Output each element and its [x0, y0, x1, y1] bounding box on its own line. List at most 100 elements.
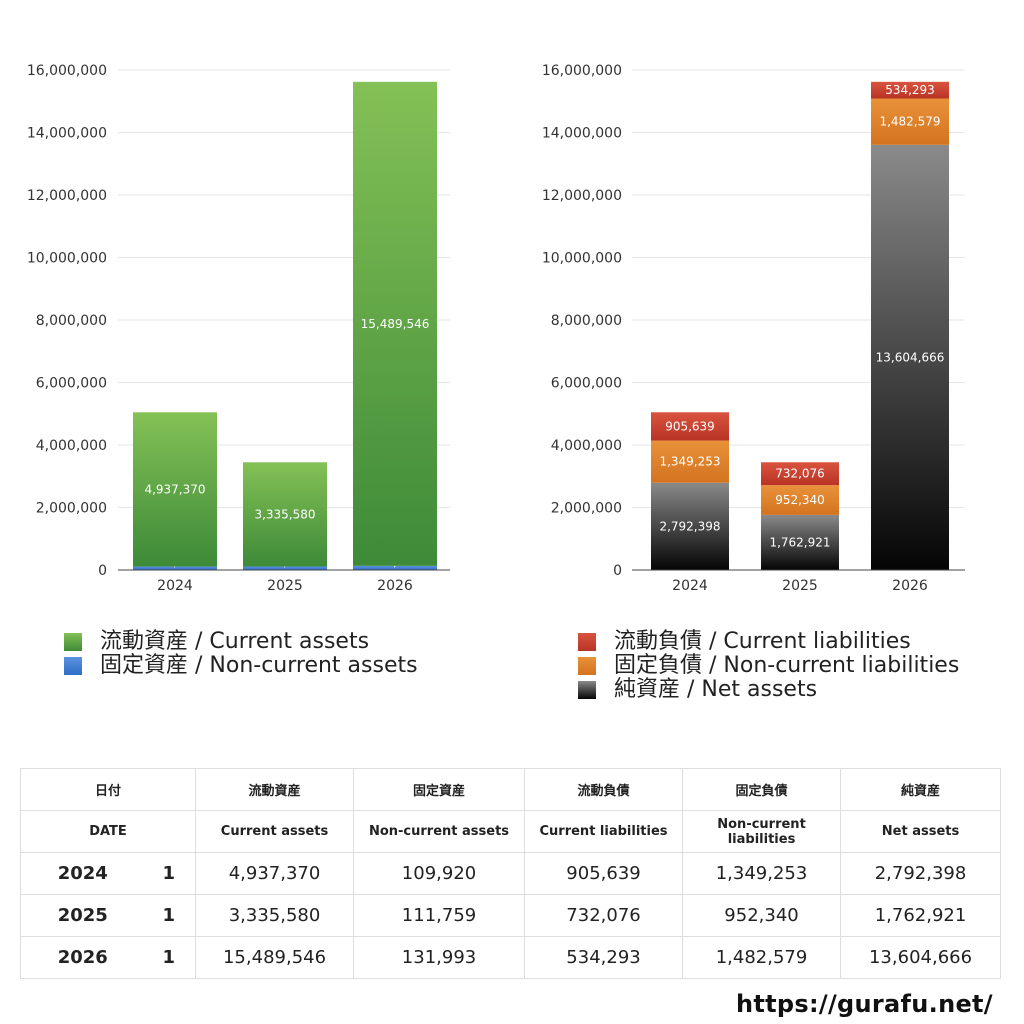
- x-tick-label: 2024: [672, 578, 708, 594]
- y-tick-label: 10,000,000: [542, 251, 622, 267]
- header-net-assets-en: Net assets: [840, 810, 1002, 853]
- cell-current-liabilities: 905,639: [524, 852, 684, 895]
- y-tick-label: 14,000,000: [27, 126, 107, 142]
- cell-noncurrent-liabilities: 1,482,579: [682, 936, 842, 979]
- table-row: 2025 1 3,335,580 111,759 732,076 952,340…: [20, 894, 1002, 937]
- y-tick-label: 6,000,000: [551, 376, 622, 392]
- header-noncurrent-liabilities-jp: 固定負債: [682, 768, 842, 811]
- header-current-assets-jp: 流動資産: [195, 768, 355, 811]
- cell-noncurrent-liabilities: 952,340: [682, 894, 842, 937]
- cell-noncurrent-liabilities: 1,349,253: [682, 852, 842, 895]
- header-current-liabilities-jp: 流動負債: [524, 768, 684, 811]
- bar-segment: [243, 462, 327, 567]
- bar-segment: [761, 485, 839, 515]
- legend-swatch: [578, 657, 596, 675]
- data-label: 1,349,253: [659, 455, 720, 469]
- data-label: 4,937,370: [144, 482, 205, 496]
- legend-item: 流動資産 / Current assets: [64, 630, 418, 654]
- x-tick-label: 2024: [157, 578, 193, 594]
- site-url[interactable]: https://gurafu.net/: [736, 990, 993, 1018]
- legend-item: 純資産 / Net assets: [578, 678, 959, 702]
- header-net-assets-jp: 純資産: [840, 768, 1002, 811]
- header-date-en: DATE: [19, 810, 197, 853]
- y-tick-label: 8,000,000: [36, 313, 107, 329]
- legend-item: 固定負債 / Non-current liabilities: [578, 654, 959, 678]
- bar-segment: [133, 412, 217, 567]
- bar-segment: [353, 81, 437, 566]
- header-date-jp: 日付: [19, 768, 197, 811]
- legend-swatch: [578, 633, 596, 651]
- bar-segment: [871, 144, 949, 570]
- header-noncurrent-liabilities-en: Non-current liabilities: [682, 810, 842, 853]
- y-tick-label: 16,000,000: [542, 63, 622, 79]
- y-tick-label: 12,000,000: [27, 188, 107, 204]
- charts-area: 0 2,000,000 4,000,000 6,000,000 8,000,000 10,…: [27, 63, 965, 594]
- row-count: 1: [144, 936, 197, 979]
- data-label: 534,293: [885, 83, 935, 97]
- legend-item: 固定資産 / Non-current assets: [64, 654, 418, 678]
- x-tick-label: 2026: [377, 578, 413, 594]
- bar-segment: [133, 566, 217, 570]
- x-tick-label: 2026: [892, 578, 928, 594]
- table-header-jp: 日付 流動資産 固定資産 流動負債 固定負債 純資産: [19, 768, 1002, 811]
- y-tick-label: 4,000,000: [551, 438, 622, 454]
- data-label: 952,340: [775, 493, 825, 507]
- legend-item: 流動負債 / Current liabilities: [578, 630, 959, 654]
- cell-current-liabilities: 732,076: [524, 894, 684, 937]
- bar-segment: [761, 514, 839, 570]
- x-tick-label: 2025: [782, 578, 818, 594]
- data-label: 2,792,398: [659, 519, 720, 533]
- header-current-assets-en: Current assets: [195, 810, 355, 853]
- y-tick-label: 2,000,000: [551, 501, 622, 517]
- legend-label: 固定負債 / Non-current liabilities: [614, 653, 960, 678]
- data-label: 905,639: [665, 419, 715, 433]
- table-row: 2026 1 15,489,546 131,993 534,293 1,482,…: [20, 936, 1002, 979]
- x-tick-label: 2025: [267, 578, 303, 594]
- assets-chart: 0 2,000,000 4,000,000 6,000,000 8,000,000 10,…: [27, 63, 450, 594]
- data-label: 15,489,546: [361, 317, 430, 331]
- bar-segment: [871, 98, 949, 145]
- data-label: 732,076: [775, 467, 825, 481]
- cell-current-liabilities: 534,293: [524, 936, 684, 979]
- cell-net-assets: 1,762,921: [840, 894, 1002, 937]
- data-label: 3,335,580: [254, 507, 315, 521]
- table-header-en: DATE Current assets Non-current assets C…: [19, 810, 1002, 853]
- bar-segment: [761, 462, 839, 486]
- legend-swatch: [578, 681, 596, 699]
- data-label: 13,604,666: [876, 350, 945, 364]
- cell-noncurrent-assets: 131,993: [353, 936, 526, 979]
- row-count: 1: [144, 894, 197, 937]
- y-tick-label: 6,000,000: [36, 376, 107, 392]
- bar-segment: [651, 482, 729, 570]
- cell-current-assets: 15,489,546: [195, 936, 355, 979]
- y-tick-label: 0: [613, 563, 622, 579]
- y-tick-label: 4,000,000: [36, 438, 107, 454]
- y-tick-label: 8,000,000: [551, 313, 622, 329]
- header-noncurrent-assets-en: Non-current assets: [353, 810, 526, 853]
- y-tick-label: 0: [98, 563, 107, 579]
- cell-noncurrent-assets: 109,920: [353, 852, 526, 895]
- bar-segment: [651, 412, 729, 441]
- legend-swatch: [64, 633, 82, 651]
- data-label: 1,762,921: [769, 535, 830, 549]
- legend-label: 純資産 / Net assets: [614, 677, 818, 702]
- cell-noncurrent-assets: 111,759: [353, 894, 526, 937]
- liabilities-chart: 0 2,000,000 4,000,000 6,000,000 8,000,000 10,…: [542, 63, 965, 594]
- cell-net-assets: 2,792,398: [840, 852, 1002, 895]
- legend-label: 流動負債 / Current liabilities: [614, 629, 911, 654]
- y-tick-label: 10,000,000: [27, 251, 107, 267]
- table-row: 2024 1 4,937,370 109,920 905,639 1,349,2…: [20, 852, 1002, 895]
- header-noncurrent-assets-jp: 固定資産: [353, 768, 526, 811]
- cell-current-assets: 4,937,370: [195, 852, 355, 895]
- y-tick-label: 12,000,000: [542, 188, 622, 204]
- y-tick-label: 14,000,000: [542, 126, 622, 142]
- row-count: 1: [144, 852, 197, 895]
- row-year: 2025: [20, 894, 145, 937]
- cell-current-assets: 3,335,580: [195, 894, 355, 937]
- assets-legend: 流動資産 / Current assets 固定資産 / Non-current …: [64, 630, 418, 678]
- y-tick-label: 16,000,000: [27, 63, 107, 79]
- row-year: 2026: [20, 936, 145, 979]
- y-tick-label: 2,000,000: [36, 501, 107, 517]
- header-current-liabilities-en: Current liabilities: [524, 810, 684, 853]
- bar-segment: [871, 81, 949, 99]
